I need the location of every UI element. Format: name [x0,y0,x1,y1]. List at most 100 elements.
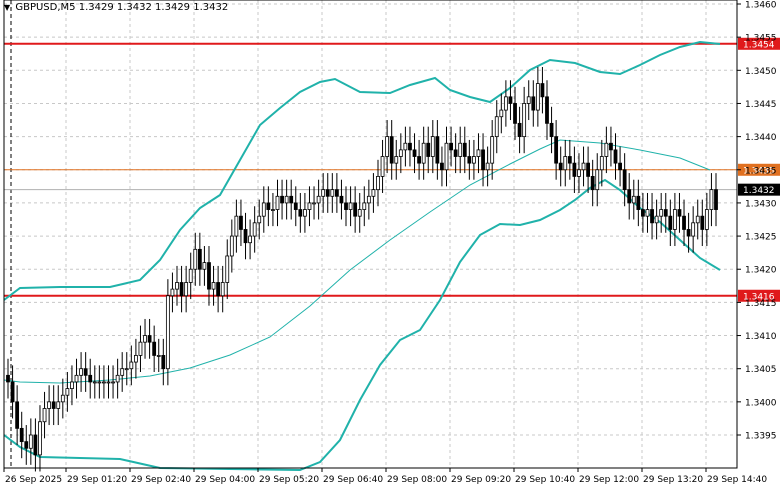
level-price-label: 1.3416 [743,292,775,302]
candle-bull [111,381,115,384]
candle-bear [590,175,595,191]
candle-bull [252,222,257,237]
candle-bear [280,195,284,204]
candle-bear [266,202,271,210]
candle-bear [289,195,294,204]
y-tick-label: 1.3400 [745,398,777,408]
candle-bear [19,427,24,443]
candle-bull [503,96,508,111]
axes: 1.34601.34551.34501.34451.34401.34351.34… [3,0,777,485]
candle-bear [325,189,330,197]
candle-bear [558,162,563,171]
x-tick-label: 29 Sep 12:00 [579,475,639,485]
candle-bear [216,282,221,297]
candle-bear [152,341,157,356]
candle-bear [462,142,467,157]
y-tick-label: 1.3435 [745,166,777,176]
candle-bull [563,156,568,171]
y-tick-label: 1.3440 [745,133,777,143]
candle-bull [485,162,490,171]
y-tick-label: 1.3425 [745,233,777,243]
candle-bull [28,434,33,449]
candle-bear [627,189,632,204]
candle-bull [74,374,79,383]
candle-bear [517,122,522,138]
candle-bear [10,381,15,403]
candle-bull [211,282,216,290]
candle-bull [275,195,280,210]
candle-bull [60,394,65,403]
candle-bear [449,142,453,151]
level-price-label: 1.3454 [743,40,775,50]
lower-band [3,178,721,472]
candle-bear [641,209,645,217]
candle-bull [234,215,239,237]
candle-bear [417,156,421,164]
candle-bear [686,229,691,237]
candle-bull [261,202,266,217]
candle-bull [631,195,636,204]
y-tick-label: 1.3460 [745,1,777,11]
candle-bull [522,103,527,138]
candle-bull [170,288,175,297]
candle-bear [33,434,38,456]
candle-bear [554,136,559,164]
candle-bear [83,368,88,376]
candle-bull [380,156,385,177]
candle-bear [334,189,339,197]
candle-bull [47,401,52,409]
candle-bear [567,156,572,164]
candle-bull [188,268,193,283]
candle-bear [426,142,431,157]
upper-band [3,40,721,301]
candle-bear [618,162,622,171]
candle-bear [389,136,394,164]
candle-bear [586,162,591,177]
candle-bear [179,282,184,297]
candle-bull [42,408,47,423]
candle-bull [704,209,709,230]
y-tick-label: 1.3455 [745,34,777,44]
x-tick-label: 29 Sep 06:40 [323,475,383,485]
x-tick-label: 29 Sep 04:00 [195,475,255,485]
symbol-label: GBPUSD,M5 [15,2,76,13]
y-tick-label: 1.3410 [745,332,777,342]
candle-bear [622,169,627,191]
collapse-triangle-icon[interactable]: ▼ [4,3,11,12]
candle-bull [248,235,252,244]
candle-bear [197,248,202,270]
candle-bear [24,441,29,449]
candle-bull [398,149,403,157]
candle-bull [371,189,376,197]
candle-bull [348,202,353,210]
candle-bull [403,142,408,151]
x-tick-label: 29 Sep 09:20 [451,475,511,485]
candle-bull [70,381,74,389]
level-price-label-bg [738,289,780,302]
candle-bull [490,136,495,164]
x-tick-label: 26 Sep 2025 [5,475,62,485]
candle-bull [376,175,380,191]
candle-bull [65,388,70,396]
candle-bear [339,195,344,204]
candle-bull [472,156,476,164]
candle-bear [549,122,554,138]
candle-bear [353,202,358,217]
candle-bear [545,96,549,124]
candle-bear [243,229,248,244]
candle-bear [435,136,440,164]
candle-bull [709,189,714,210]
candle-bull [175,282,179,290]
current-price-label-bg [738,183,780,196]
candle-bull [97,381,102,384]
candle-bear [207,262,211,290]
candle-bull [92,381,97,384]
candle-bear [440,162,444,171]
ohlc-values: 1.3429 1.3432 1.3429 1.3432 [78,2,229,13]
candle-bear [540,83,545,98]
candle-bull [581,162,586,171]
candle-bear [572,162,577,177]
candle-bear [408,142,412,151]
